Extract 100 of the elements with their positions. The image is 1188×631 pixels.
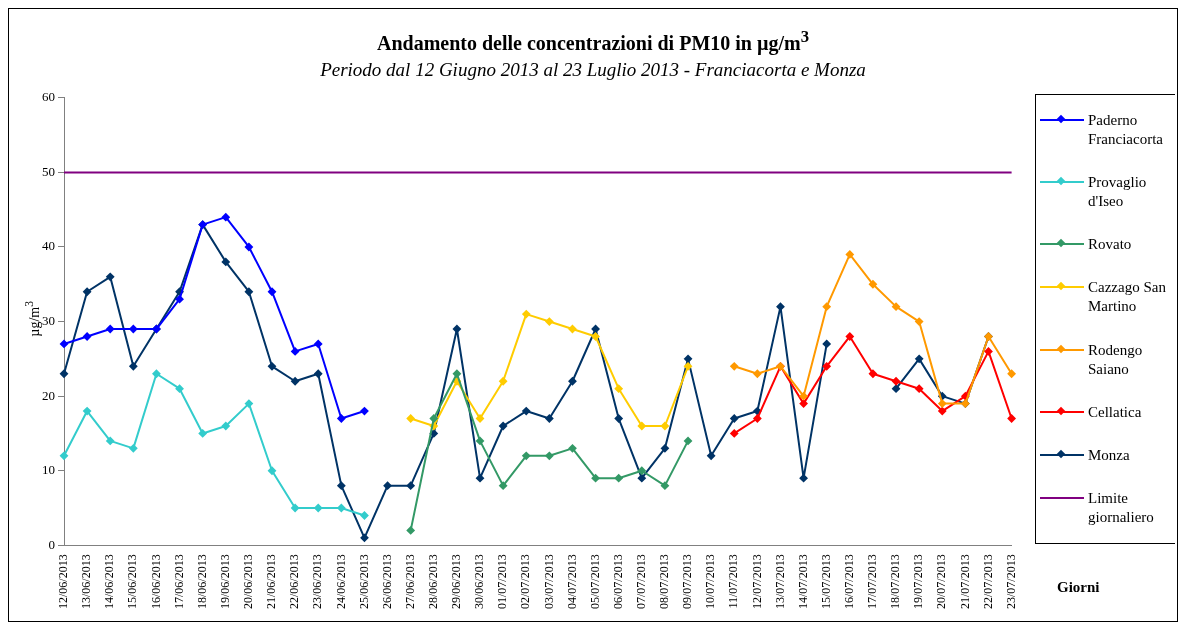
point bbox=[83, 287, 92, 296]
x-tick-label: 22/07/2013 bbox=[980, 554, 995, 609]
y-tick-label: 60 bbox=[42, 89, 55, 105]
point bbox=[129, 325, 138, 334]
x-tick-label: 13/06/2013 bbox=[79, 554, 94, 609]
point bbox=[660, 444, 669, 453]
point bbox=[892, 377, 901, 386]
x-tick-label: 21/06/2013 bbox=[264, 554, 279, 609]
x-tick-label: 20/07/2013 bbox=[934, 554, 949, 609]
point bbox=[637, 421, 646, 430]
point bbox=[360, 511, 369, 520]
legend-label: Rodengo Saiano bbox=[1088, 340, 1144, 379]
x-tick-label: 15/07/2013 bbox=[818, 554, 833, 609]
point bbox=[129, 362, 138, 371]
x-tick-label: 16/06/2013 bbox=[148, 554, 163, 609]
point bbox=[568, 444, 577, 453]
x-tick-label: 12/06/2013 bbox=[56, 554, 71, 609]
point bbox=[822, 339, 831, 348]
x-tick-label: 23/06/2013 bbox=[310, 554, 325, 609]
x-tick-label: 23/07/2013 bbox=[1003, 554, 1018, 609]
legend-label: Limite giornaliero bbox=[1088, 488, 1155, 527]
point bbox=[152, 369, 161, 378]
point bbox=[522, 407, 531, 416]
point bbox=[83, 332, 92, 341]
x-tick-label: 12/07/2013 bbox=[749, 554, 764, 609]
point bbox=[499, 377, 508, 386]
x-tick-label: 16/07/2013 bbox=[841, 554, 856, 609]
point bbox=[730, 362, 739, 371]
point bbox=[568, 325, 577, 334]
point bbox=[915, 384, 924, 393]
point bbox=[175, 384, 184, 393]
chart-subtitle: Periodo dal 12 Giugno 2013 al 23 Luglio 2013 - Franciacorta e Monza bbox=[319, 58, 867, 81]
x-tick-label: 05/07/2013 bbox=[587, 554, 602, 609]
point bbox=[822, 362, 831, 371]
x-tick-label: 06/07/2013 bbox=[610, 554, 625, 609]
point bbox=[406, 481, 415, 490]
point bbox=[383, 481, 392, 490]
point bbox=[476, 436, 485, 445]
point bbox=[221, 421, 230, 430]
point bbox=[175, 295, 184, 304]
point bbox=[637, 474, 646, 483]
point bbox=[845, 250, 854, 259]
x-tick-label: 26/06/2013 bbox=[379, 554, 394, 609]
x-tick-label: 21/07/2013 bbox=[957, 554, 972, 609]
x-tick-label: 09/07/2013 bbox=[680, 554, 695, 609]
point bbox=[984, 347, 993, 356]
y-tick-label: 10 bbox=[42, 462, 55, 478]
point bbox=[545, 451, 554, 460]
legend-label: Cazzago San Martino bbox=[1088, 278, 1167, 317]
point bbox=[429, 414, 438, 423]
point bbox=[244, 287, 253, 296]
point bbox=[337, 504, 346, 513]
x-tick-label: 17/07/2013 bbox=[865, 554, 880, 609]
point bbox=[868, 280, 877, 289]
x-tick-label: 08/07/2013 bbox=[657, 554, 672, 609]
legend-label: Cellatica bbox=[1088, 402, 1143, 422]
point bbox=[799, 399, 808, 408]
x-tick-label: 02/07/2013 bbox=[518, 554, 533, 609]
point bbox=[753, 414, 762, 423]
point bbox=[106, 325, 115, 334]
point bbox=[684, 362, 693, 371]
point bbox=[730, 414, 739, 423]
point bbox=[499, 421, 508, 430]
point bbox=[221, 257, 230, 266]
point bbox=[614, 414, 623, 423]
point bbox=[60, 451, 68, 460]
point bbox=[938, 407, 947, 416]
x-tick-label: 29/06/2013 bbox=[449, 554, 464, 609]
point bbox=[106, 436, 115, 445]
point bbox=[892, 302, 901, 311]
point bbox=[545, 414, 554, 423]
x-tick-label: 27/06/2013 bbox=[402, 554, 417, 609]
point bbox=[360, 407, 369, 416]
point bbox=[591, 332, 600, 341]
legend-label: Provaglio d'Iseo bbox=[1088, 173, 1148, 212]
point bbox=[60, 339, 68, 348]
point bbox=[452, 369, 461, 378]
x-tick-label: 19/07/2013 bbox=[911, 554, 926, 609]
x-tick-label: 04/07/2013 bbox=[564, 554, 579, 609]
point bbox=[83, 407, 92, 416]
y-tick-label: 40 bbox=[42, 238, 55, 254]
x-tick-label: 25/06/2013 bbox=[356, 554, 371, 609]
point bbox=[730, 429, 739, 438]
point bbox=[476, 414, 485, 423]
x-tick-label: 24/06/2013 bbox=[333, 554, 348, 609]
point bbox=[660, 481, 669, 490]
point bbox=[522, 310, 531, 319]
x-tick-label: 15/06/2013 bbox=[125, 554, 140, 609]
point bbox=[892, 384, 901, 393]
x-tick-label: 10/07/2013 bbox=[703, 554, 718, 609]
point bbox=[291, 377, 300, 386]
x-tick-label: 28/06/2013 bbox=[425, 554, 440, 609]
point bbox=[799, 474, 808, 483]
point bbox=[776, 302, 785, 311]
point bbox=[915, 317, 924, 326]
x-tick-label: 19/06/2013 bbox=[217, 554, 232, 609]
point bbox=[406, 414, 415, 423]
point bbox=[660, 421, 669, 430]
x-tick-label: 20/06/2013 bbox=[241, 554, 256, 609]
x-tick-label: 14/07/2013 bbox=[795, 554, 810, 609]
